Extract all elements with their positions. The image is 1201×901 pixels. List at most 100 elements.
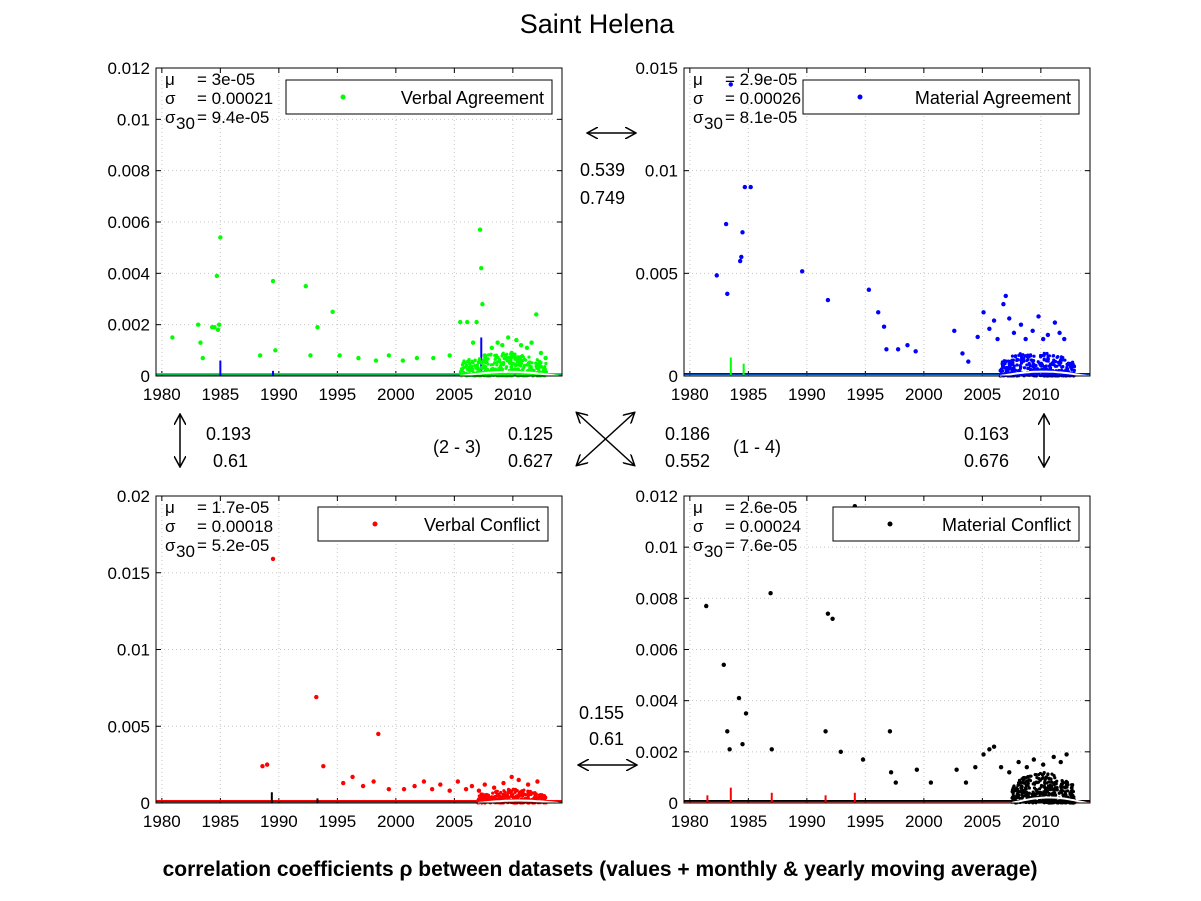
data-point xyxy=(505,352,509,356)
stat-sigma30-subscript: 30 xyxy=(704,542,723,561)
data-point xyxy=(1018,322,1024,327)
data-point xyxy=(314,694,319,700)
panel-verbal-conflict: 1980 1985 1990 1995 2000 2005 2010 0 0.005 0.01 0.… xyxy=(107,487,563,831)
legend-label: Verbal Conflict xyxy=(424,515,540,535)
x-tick-label: 1990 xyxy=(788,385,826,404)
data-point xyxy=(270,556,276,562)
x-tick-label: 2010 xyxy=(494,812,532,831)
corr-1-2-value-a: 0.539 xyxy=(580,160,625,180)
data-point xyxy=(412,783,417,789)
data-point xyxy=(491,362,495,367)
data-point xyxy=(1059,355,1064,359)
data-point xyxy=(727,747,732,752)
data-point xyxy=(905,343,910,348)
stat-sigma30-value: = 7.6e-05 xyxy=(725,536,797,555)
data-point xyxy=(1021,353,1025,357)
y-tick-label: 0.002 xyxy=(635,743,678,762)
data-point xyxy=(511,788,515,792)
data-point xyxy=(1064,784,1068,788)
data-point xyxy=(1020,786,1024,790)
data-point xyxy=(510,794,514,799)
data-point xyxy=(470,364,474,369)
data-point xyxy=(522,788,526,792)
data-point xyxy=(542,366,546,370)
x-tick-label: 2000 xyxy=(905,812,943,831)
data-point xyxy=(523,796,528,801)
data-point xyxy=(1027,791,1031,795)
data-point xyxy=(1039,783,1044,788)
data-point xyxy=(477,794,481,798)
data-point xyxy=(522,365,526,369)
arrow-2-3 xyxy=(577,413,634,465)
data-point xyxy=(1045,786,1049,790)
data-point xyxy=(463,361,467,365)
data-point xyxy=(1060,365,1064,369)
data-point xyxy=(1070,368,1074,372)
data-point xyxy=(1061,800,1065,805)
data-point xyxy=(1020,795,1024,800)
data-point xyxy=(337,353,342,358)
data-point xyxy=(1002,359,1006,363)
data-point xyxy=(1037,773,1041,777)
data-point xyxy=(913,349,918,354)
corr-1-4-label: (1 - 4) xyxy=(733,437,781,457)
data-point xyxy=(1010,354,1015,358)
data-point xyxy=(421,779,427,784)
data-point xyxy=(1038,353,1043,358)
data-point xyxy=(1023,781,1027,785)
data-point xyxy=(216,322,222,327)
data-point xyxy=(371,779,376,784)
data-point xyxy=(1022,359,1026,363)
data-point xyxy=(463,786,469,792)
data-point xyxy=(477,227,483,232)
stat-sigma30-subscript: 30 xyxy=(176,542,195,561)
correlation-values: 0.539 0.749 0.193 0.61 (2 - 3) 0.125 0.6… xyxy=(206,160,1009,749)
data-point xyxy=(356,355,361,361)
data-point xyxy=(541,795,545,799)
data-point xyxy=(1007,316,1012,321)
data-point xyxy=(838,749,843,755)
axes-box xyxy=(155,495,563,804)
data-point xyxy=(504,794,508,798)
moving-average-line xyxy=(1011,796,1087,804)
data-point xyxy=(1006,368,1010,372)
y-tick-label: 0.005 xyxy=(107,717,150,736)
data-point xyxy=(1029,358,1034,362)
data-point xyxy=(447,353,452,358)
data-point xyxy=(742,184,748,190)
data-point xyxy=(474,319,479,325)
data-point xyxy=(1042,358,1046,362)
data-point xyxy=(825,297,831,303)
data-point xyxy=(1053,797,1057,802)
y-tick-label: 0 xyxy=(669,794,678,813)
corr-2-3-label: (2 - 3) xyxy=(433,437,481,457)
data-point xyxy=(1051,754,1056,760)
data-point xyxy=(527,355,531,359)
data-point xyxy=(429,786,435,792)
x-tick-label: 2010 xyxy=(494,385,532,404)
data-point xyxy=(860,757,866,762)
data-point xyxy=(966,359,971,364)
corr-3-4-value-a: 0.155 xyxy=(579,703,624,723)
data-point xyxy=(1051,354,1056,358)
data-point xyxy=(483,360,487,365)
data-point xyxy=(471,361,475,365)
data-point xyxy=(479,266,484,271)
data-point xyxy=(1057,330,1062,336)
data-point xyxy=(1030,792,1034,796)
data-point xyxy=(1017,783,1021,787)
data-point xyxy=(1053,780,1057,785)
x-tick-label: 1995 xyxy=(846,812,884,831)
data-point xyxy=(528,360,532,364)
moving-average-line xyxy=(460,370,559,377)
data-point xyxy=(893,780,898,785)
axes-box xyxy=(155,67,563,377)
data-point xyxy=(495,355,499,359)
data-point xyxy=(510,372,514,377)
stat-sigma30-value: = 5.2e-05 xyxy=(197,536,269,555)
data-point xyxy=(458,319,463,325)
data-point xyxy=(462,371,467,375)
stat-sigma-symbol: σ xyxy=(693,517,704,536)
data-point xyxy=(1064,781,1069,786)
moving-average-line xyxy=(477,799,559,804)
